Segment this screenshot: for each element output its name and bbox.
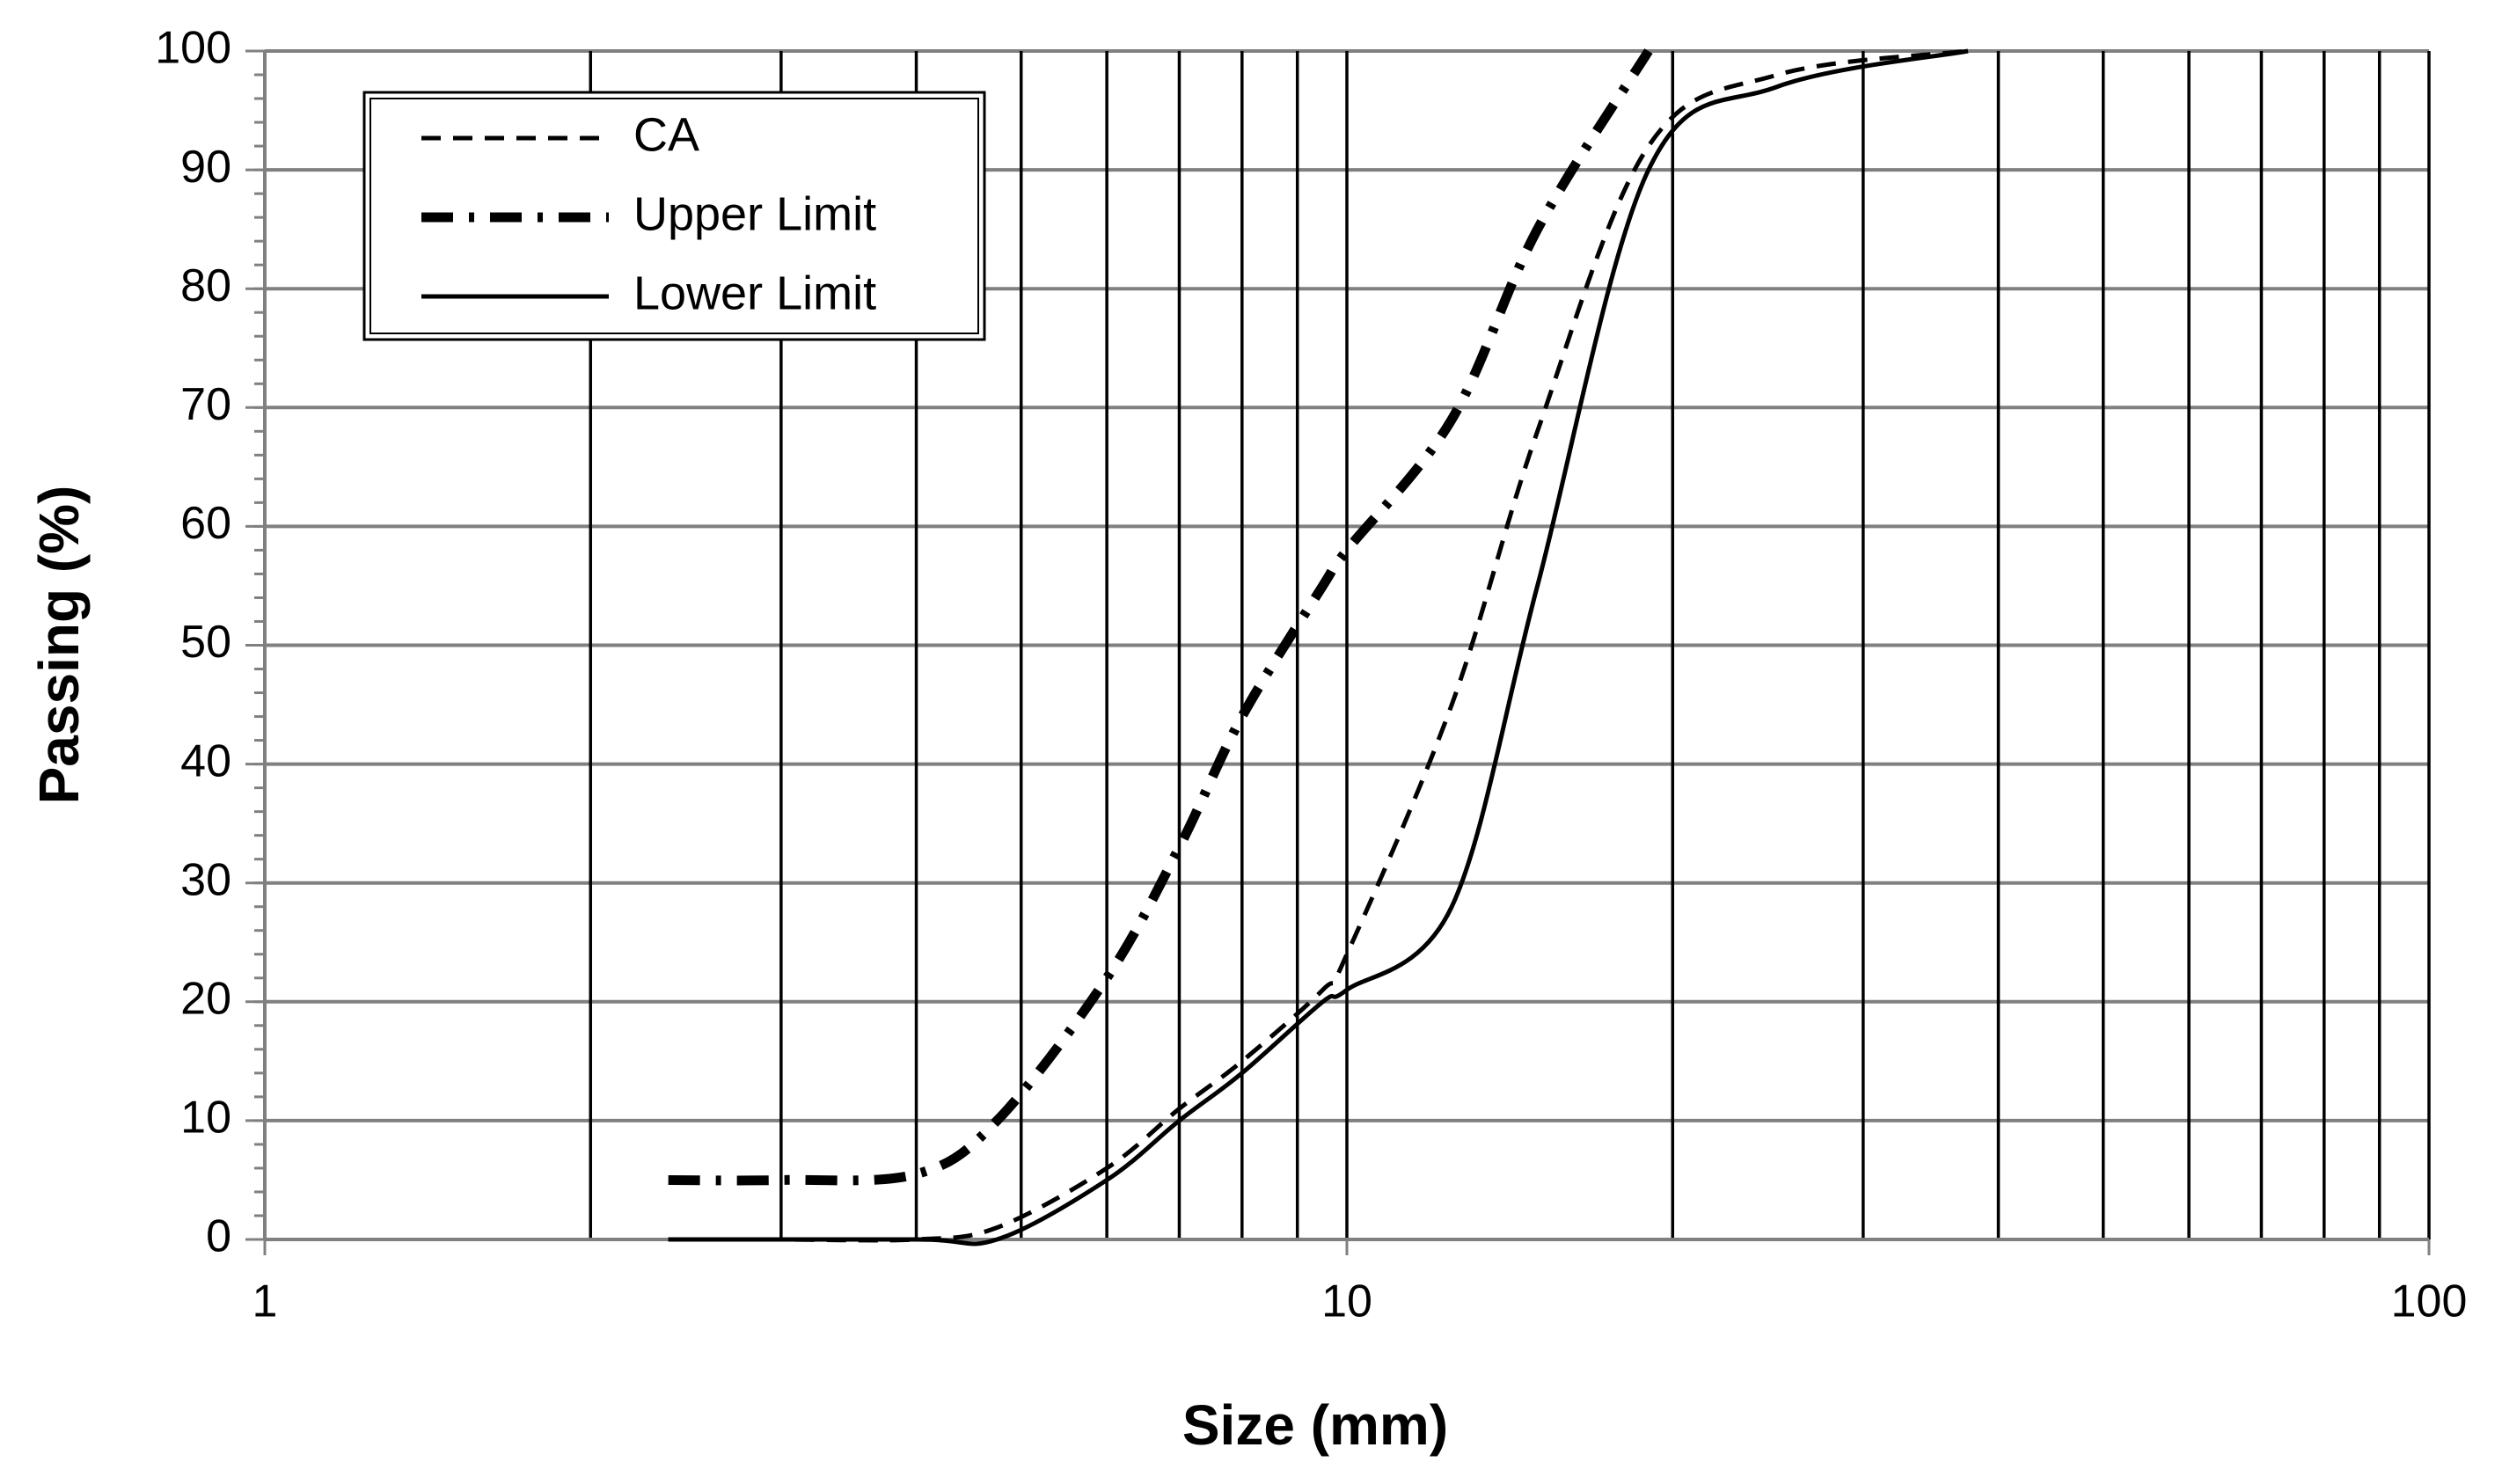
y-tick-label: 70 [180,379,231,430]
legend-box-inner [369,98,979,334]
x-tick-label: 1 [252,1276,278,1327]
x-tick-label: 10 [1321,1276,1372,1327]
legend-label: Lower Limit [633,267,876,319]
y-tick-label: 90 [180,142,231,193]
x-axis-title: Size (mm) [1182,1393,1448,1457]
y-tick-label: 100 [155,23,231,74]
y-tick-label: 10 [180,1093,231,1144]
y-tick-label: 50 [180,617,231,668]
x-tick-label: 100 [2391,1276,2468,1327]
legend-label: CA [633,108,699,161]
y-tick-label: 80 [180,260,231,311]
y-tick-label: 60 [180,498,231,549]
y-tick-label: 40 [180,735,231,786]
line [668,48,1653,1186]
line [668,48,1969,1246]
y-tick-label: 20 [180,974,231,1025]
y-tick-label: 30 [180,854,231,905]
y-axis-title: Passing (%) [27,486,91,805]
y-tick-label: 0 [206,1211,231,1262]
legend-label: Upper Limit [633,187,876,240]
